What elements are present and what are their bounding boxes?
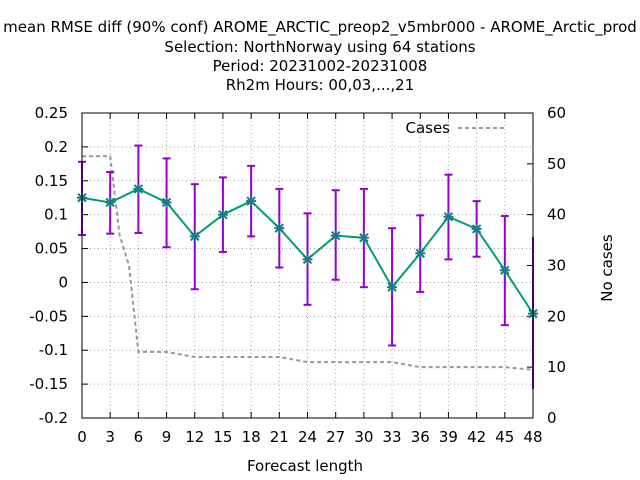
x-tick-label: 27	[326, 428, 345, 446]
y-tick-label: 0.05	[35, 240, 68, 258]
y-tick-label: 0.2	[44, 138, 68, 156]
y2-tick-label: 10	[547, 358, 566, 376]
y-tick-label: -0.1	[39, 341, 68, 359]
y2-axis-label: No cases	[598, 234, 616, 302]
title-line-4: Rh2m Hours: 00,03,...,21	[226, 76, 415, 94]
data-point-marker	[217, 209, 228, 220]
data-point-marker	[105, 197, 116, 208]
x-tick-label: 33	[383, 428, 402, 446]
y2-tick-label: 60	[547, 104, 566, 122]
x-tick-label: 6	[134, 428, 144, 446]
chart-title: mean RMSE diff (90% conf) AROME_ARCTIC_p…	[3, 18, 637, 94]
plot-frame	[81, 112, 534, 419]
y-tick-label: 0.25	[35, 104, 68, 122]
x-tick-label: 42	[467, 428, 486, 446]
x-tick-label: 9	[162, 428, 172, 446]
data-point-marker	[387, 282, 398, 293]
data-point-marker	[274, 223, 285, 234]
x-tick-label: 3	[105, 428, 115, 446]
data-point-marker	[415, 248, 426, 259]
data-point-marker	[189, 231, 200, 242]
x-tick-label: 36	[411, 428, 430, 446]
data-point-marker	[133, 183, 144, 194]
x-tick-label: 30	[354, 428, 373, 446]
x-tick-label: 45	[495, 428, 514, 446]
x-tick-label: 48	[523, 428, 542, 446]
y2-tick-label: 40	[547, 206, 566, 224]
y-axis-ticks: 0.25 0.2 0.15 0.1 0.05 0 -0.05 -0.1 -0.15 -0.2	[29, 104, 88, 427]
y-tick-label: 0.15	[35, 172, 68, 190]
data-point-marker	[499, 265, 510, 276]
x-tick-label: 39	[439, 428, 458, 446]
x-tick-label: 18	[242, 428, 261, 446]
data-point-marker	[443, 211, 454, 222]
x-axis-ticks: 0 3 6 9 12 15 18 21 24 27 30 33 36 39 42 45 48	[77, 113, 543, 446]
y-tick-label: -0.15	[29, 375, 68, 393]
x-tick-label: 24	[298, 428, 317, 446]
y2-tick-label: 20	[547, 307, 566, 325]
cases-series	[82, 155, 534, 371]
y-tick-label: 0	[58, 273, 68, 291]
title-line-1: mean RMSE diff (90% conf) AROME_ARCTIC_p…	[3, 18, 637, 37]
data-point-marker	[246, 196, 257, 207]
data-point-marker	[471, 223, 482, 234]
x-axis-label: Forecast length	[247, 457, 363, 475]
data-point-marker	[302, 254, 313, 265]
y2-axis-ticks: 60 50 40 30 20 10 0	[527, 104, 566, 427]
y-tick-label: -0.05	[29, 307, 68, 325]
data-point-marker	[330, 230, 341, 241]
x-tick-label: 15	[213, 428, 232, 446]
data-point-marker	[358, 232, 369, 243]
title-line-3: Period: 20231002-20231008	[213, 57, 428, 75]
y-tick-label: -0.2	[39, 409, 68, 427]
data-point-marker	[161, 197, 172, 208]
y2-tick-label: 0	[547, 409, 557, 427]
x-tick-label: 0	[77, 428, 87, 446]
cases-line	[82, 155, 534, 371]
x-tick-label: 21	[270, 428, 289, 446]
y2-tick-label: 30	[547, 257, 566, 275]
y-tick-label: 0.1	[44, 206, 68, 224]
x-tick-label: 12	[185, 428, 204, 446]
title-line-2: Selection: NorthNorway using 64 stations	[164, 38, 475, 56]
legend: Cases	[405, 119, 506, 137]
y2-tick-label: 50	[547, 155, 566, 173]
legend-label-cases: Cases	[405, 119, 450, 137]
